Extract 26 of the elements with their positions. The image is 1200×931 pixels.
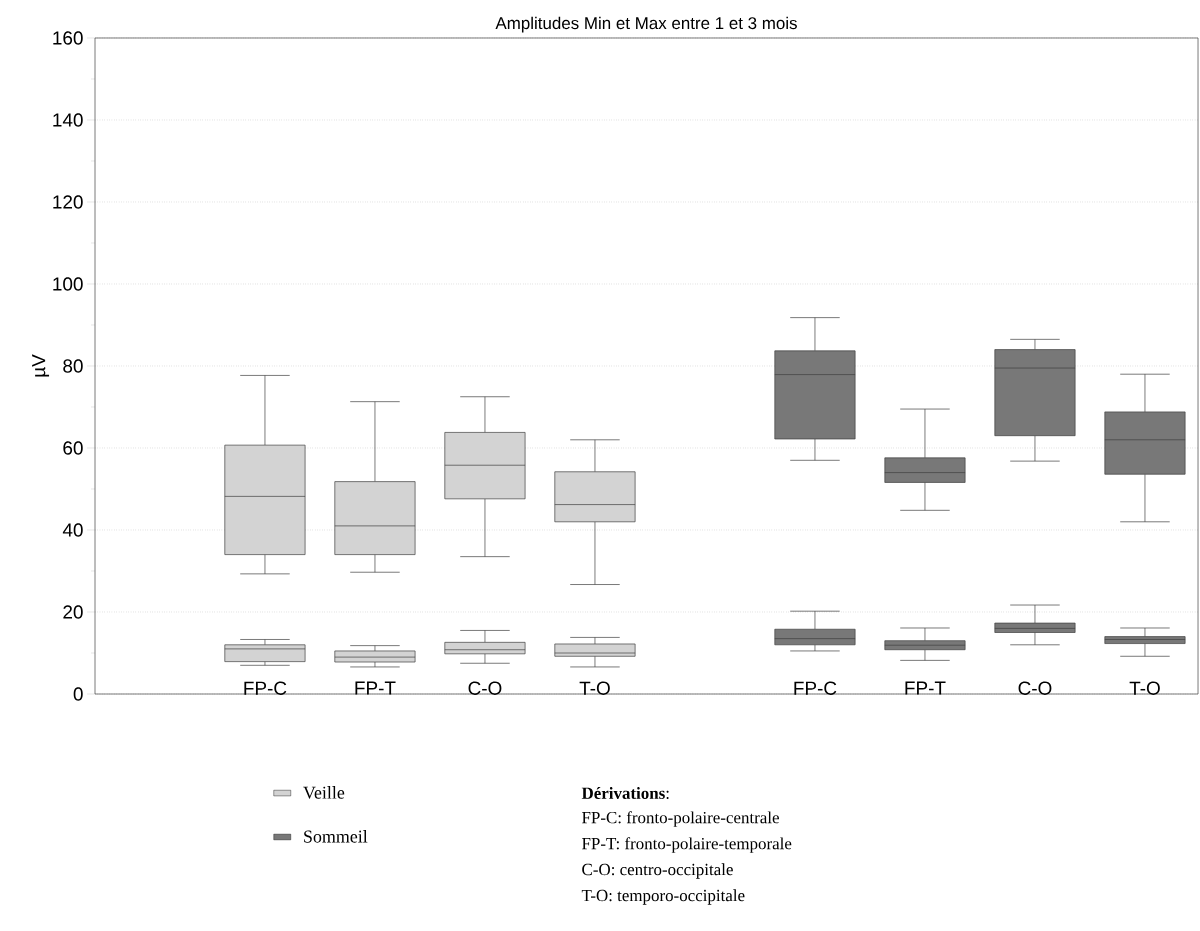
text: FP-C: fronto-polaire-centrale: [582, 811, 779, 827]
legend-label: Sommeil: [304, 830, 368, 843]
text: FP-T: fronto-polaire-temporale: [582, 837, 792, 853]
y-tick-label: 100: [53, 277, 83, 291]
y-tick-label: 160: [53, 31, 83, 45]
y-tick-label: 80: [63, 359, 83, 373]
y-tick-label: 60: [63, 441, 83, 455]
y-tick-label: 120: [53, 195, 83, 209]
text: T-O: temporo-occipitale: [581, 889, 745, 905]
x-tick-label: FP-C: [794, 681, 837, 695]
y-axis-title: µV: [32, 354, 50, 377]
legend-label: Veille: [303, 786, 345, 799]
x-tick-label: FP-T: [355, 681, 396, 695]
x-tick-label: C-O: [1018, 681, 1052, 695]
text: Dérivations:: [581, 787, 669, 799]
y-tick-label: 40: [62, 523, 83, 537]
x-tick-label: C-O: [468, 681, 502, 695]
chart-title: Amplitudes Min et Max entre 1 et 3 mois: [495, 16, 797, 33]
text: C-O: centro-occipitale: [582, 863, 733, 879]
y-tick-label: 20: [63, 605, 83, 619]
x-tick-label: T-O: [579, 681, 610, 695]
x-tick-label: FP-T: [905, 681, 946, 695]
x-tick-label: FP-C: [244, 681, 287, 695]
y-tick-label: 140: [53, 113, 83, 127]
y-tick-label: 0: [73, 687, 83, 701]
x-tick-label: T-O: [1129, 681, 1160, 695]
